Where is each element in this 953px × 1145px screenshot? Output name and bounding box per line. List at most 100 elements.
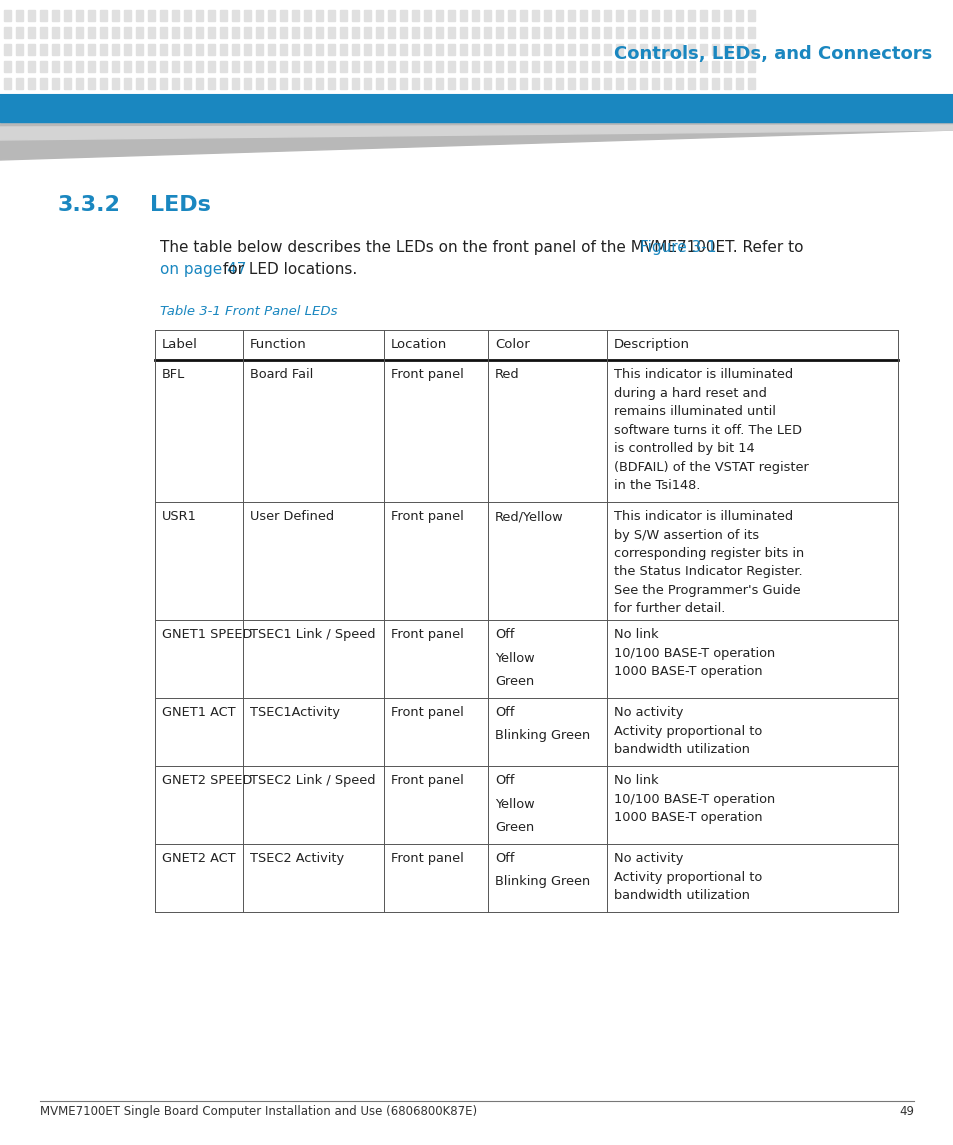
Bar [399,61,407,72]
Text: Off
Yellow
Green: Off Yellow Green [495,627,534,688]
Text: No link
10/100 BASE-T operation
1000 BASE-T operation: No link 10/100 BASE-T operation 1000 BAS… [613,627,774,678]
Text: on page 47: on page 47 [160,262,246,277]
Text: LEDs: LEDs [150,195,211,215]
Bar [423,10,431,21]
Bar [700,78,706,89]
Text: Board Fail: Board Fail [250,368,313,381]
Bar [399,78,407,89]
Bar [315,61,323,72]
Text: Location: Location [391,338,447,352]
Text: Front panel: Front panel [391,706,463,719]
Bar [4,27,11,38]
Bar [352,10,358,21]
Bar [124,44,131,55]
Bar [40,27,47,38]
Bar [651,61,659,72]
Bar [616,27,622,38]
Polygon shape [0,123,953,160]
Bar [28,61,35,72]
Bar [364,10,371,21]
Bar [4,78,11,89]
Bar [507,61,515,72]
Bar [735,44,742,55]
Polygon shape [0,125,953,140]
Text: for LED locations.: for LED locations. [218,262,357,277]
Bar [328,44,335,55]
Bar [627,61,635,72]
Bar [496,44,502,55]
Text: Off
Yellow
Green: Off Yellow Green [495,774,534,834]
Bar [88,10,95,21]
Bar [663,61,670,72]
Bar [423,61,431,72]
Bar [412,44,418,55]
Bar [124,27,131,38]
Bar [100,27,107,38]
Bar [472,61,478,72]
Bar [663,10,670,21]
Bar [328,78,335,89]
Bar [723,44,730,55]
Bar [280,61,287,72]
Bar [76,44,83,55]
Bar [328,61,335,72]
Bar [255,61,263,72]
Bar [735,10,742,21]
Bar [4,61,11,72]
Bar [339,78,347,89]
Bar [627,78,635,89]
Bar [112,27,119,38]
Bar [195,27,203,38]
Bar [28,78,35,89]
Bar [663,44,670,55]
Bar [40,61,47,72]
Text: GNET1 SPEED: GNET1 SPEED [162,627,253,641]
Bar [88,27,95,38]
Text: TSEC2 Link / Speed: TSEC2 Link / Speed [250,774,375,787]
Text: GNET2 SPEED: GNET2 SPEED [162,774,253,787]
Text: MVME7100ET Single Board Computer Installation and Use (6806800K87E): MVME7100ET Single Board Computer Install… [40,1105,476,1118]
Bar [280,78,287,89]
Text: Front panel: Front panel [391,774,463,787]
Bar [148,10,154,21]
Text: Description: Description [613,338,689,352]
Bar [448,44,455,55]
Bar [52,44,59,55]
Bar [339,61,347,72]
Bar [184,78,191,89]
Bar [268,27,274,38]
Bar [136,78,143,89]
Bar [651,10,659,21]
Bar [507,44,515,55]
Text: Color: Color [495,338,529,352]
Bar [148,44,154,55]
Bar [292,10,298,21]
Bar [76,27,83,38]
Bar [375,27,382,38]
Bar [651,27,659,38]
Bar [676,27,682,38]
Bar [483,78,491,89]
Bar [556,10,562,21]
Bar [375,44,382,55]
Bar [399,27,407,38]
Bar [52,61,59,72]
Bar [88,78,95,89]
Bar [76,10,83,21]
Bar [592,44,598,55]
Bar [543,10,551,21]
Bar [304,61,311,72]
Text: Off
Blinking Green: Off Blinking Green [495,852,590,889]
Bar [315,78,323,89]
Bar [711,78,719,89]
Bar [472,27,478,38]
Text: Red/Yellow: Red/Yellow [495,510,563,523]
Bar [268,61,274,72]
Bar [472,78,478,89]
Bar [4,10,11,21]
Bar [603,10,610,21]
Bar [532,78,538,89]
Text: This indicator is illuminated
by S/W assertion of its
corresponding register bit: This indicator is illuminated by S/W ass… [613,510,803,616]
Bar [292,27,298,38]
Bar [496,61,502,72]
